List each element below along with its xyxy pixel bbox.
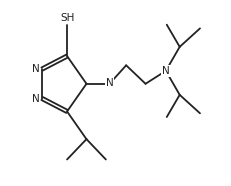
Text: SH: SH: [60, 13, 74, 23]
Text: N: N: [31, 94, 39, 104]
Text: N: N: [105, 78, 113, 88]
Text: N: N: [31, 64, 39, 74]
Text: N: N: [161, 66, 169, 76]
